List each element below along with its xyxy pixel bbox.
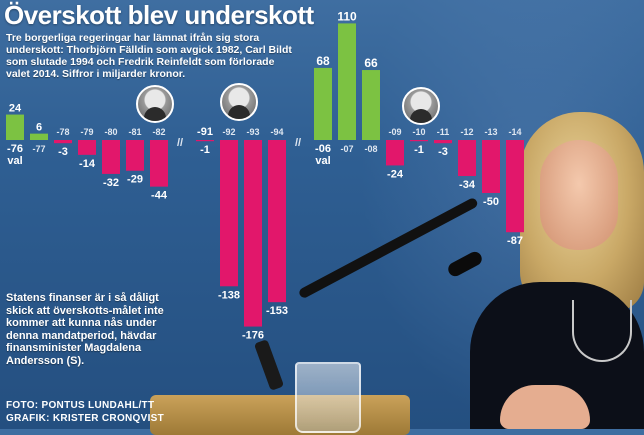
- value-label--08: 66: [364, 56, 378, 70]
- bar--82: [150, 140, 168, 187]
- election-marker-2: val: [315, 155, 330, 167]
- quote-text: Statens finanser är i så dåligt skick at…: [6, 292, 164, 367]
- value-label--81: -29: [127, 174, 143, 186]
- tick-label--09: -09: [388, 127, 401, 137]
- bar--93: [244, 140, 262, 327]
- tick-label--78: -78: [56, 127, 69, 137]
- bar--79: [78, 140, 96, 155]
- value-label--10: -1: [414, 144, 424, 156]
- tick-label--91: -91: [197, 126, 213, 138]
- tick-label--77: -77: [32, 144, 45, 154]
- value-label--93: -176: [242, 330, 264, 342]
- bar--91: [196, 140, 214, 142]
- tick-label--10: -10: [412, 127, 425, 137]
- tick-label--07: -07: [340, 144, 353, 154]
- value-label--14: -87: [507, 235, 523, 247]
- axis-break-icon-1: //: [295, 137, 301, 149]
- value-label--78: -3: [58, 146, 68, 158]
- value-label--13: -50: [483, 196, 499, 208]
- tick-label--12: -12: [460, 127, 473, 137]
- value-label--94: -153: [266, 305, 288, 317]
- portrait-falldin-icon: [136, 85, 174, 123]
- tick-label--76: -76: [7, 143, 23, 155]
- bar--06: [314, 67, 332, 140]
- value-label--77: 6: [36, 122, 42, 134]
- bar--76: [6, 114, 24, 140]
- headline: Överskott blev underskott: [4, 0, 314, 30]
- tick-label--80: -80: [104, 127, 117, 137]
- value-label--79: -14: [79, 158, 96, 170]
- bar--81: [126, 140, 144, 171]
- axis-break-icon-0: //: [177, 137, 183, 149]
- bar--80: [102, 140, 120, 174]
- tick-label--13: -13: [484, 127, 497, 137]
- bar--09: [386, 140, 404, 166]
- bar--12: [458, 140, 476, 177]
- tick-label--08: -08: [364, 144, 377, 154]
- value-label--12: -34: [459, 179, 476, 191]
- value-label--91: -1: [200, 144, 210, 156]
- photo-credit: FOTO: PONTUS LUNDAHL/TT: [6, 400, 155, 411]
- tick-label--93: -93: [246, 127, 259, 137]
- value-label--82: -44: [151, 190, 168, 202]
- value-label--06: 68: [316, 54, 330, 68]
- bar--77: [30, 133, 48, 140]
- bar--94: [268, 140, 286, 303]
- tick-label--94: -94: [270, 127, 283, 137]
- bar--10: [410, 140, 428, 142]
- tick-label--92: -92: [222, 127, 235, 137]
- tick-label--11: -11: [437, 127, 450, 137]
- tick-label--82: -82: [152, 127, 165, 137]
- bar--11: [434, 140, 452, 144]
- lead-text: Tre borgerliga regeringar har lämnat ifr…: [6, 32, 292, 80]
- bar--92: [220, 140, 238, 287]
- tick-label--79: -79: [80, 127, 93, 137]
- tick-label--14: -14: [508, 127, 521, 137]
- value-label--11: -3: [438, 146, 448, 158]
- bar--13: [482, 140, 500, 193]
- bar--14: [506, 140, 524, 233]
- bar--07: [338, 23, 356, 140]
- value-label--80: -32: [103, 177, 119, 189]
- value-label--07: 110: [337, 9, 357, 23]
- tick-label--06: -06: [315, 143, 331, 155]
- value-label--09: -24: [387, 168, 404, 180]
- graphic-credit: GRAFIK: KRISTER CRONQVIST: [6, 413, 165, 424]
- credits: FOTO: PONTUS LUNDAHL/TT GRAFIK: KRISTER …: [6, 399, 164, 425]
- bar--08: [362, 70, 380, 140]
- bar--78: [54, 140, 72, 144]
- election-marker-0: val: [7, 155, 22, 167]
- portrait-bildt-icon: [220, 83, 258, 121]
- value-label--76: 24: [9, 103, 22, 115]
- value-label--92: -138: [218, 289, 240, 301]
- portrait-reinfeldt-icon: [402, 87, 440, 125]
- tick-label--81: -81: [128, 127, 141, 137]
